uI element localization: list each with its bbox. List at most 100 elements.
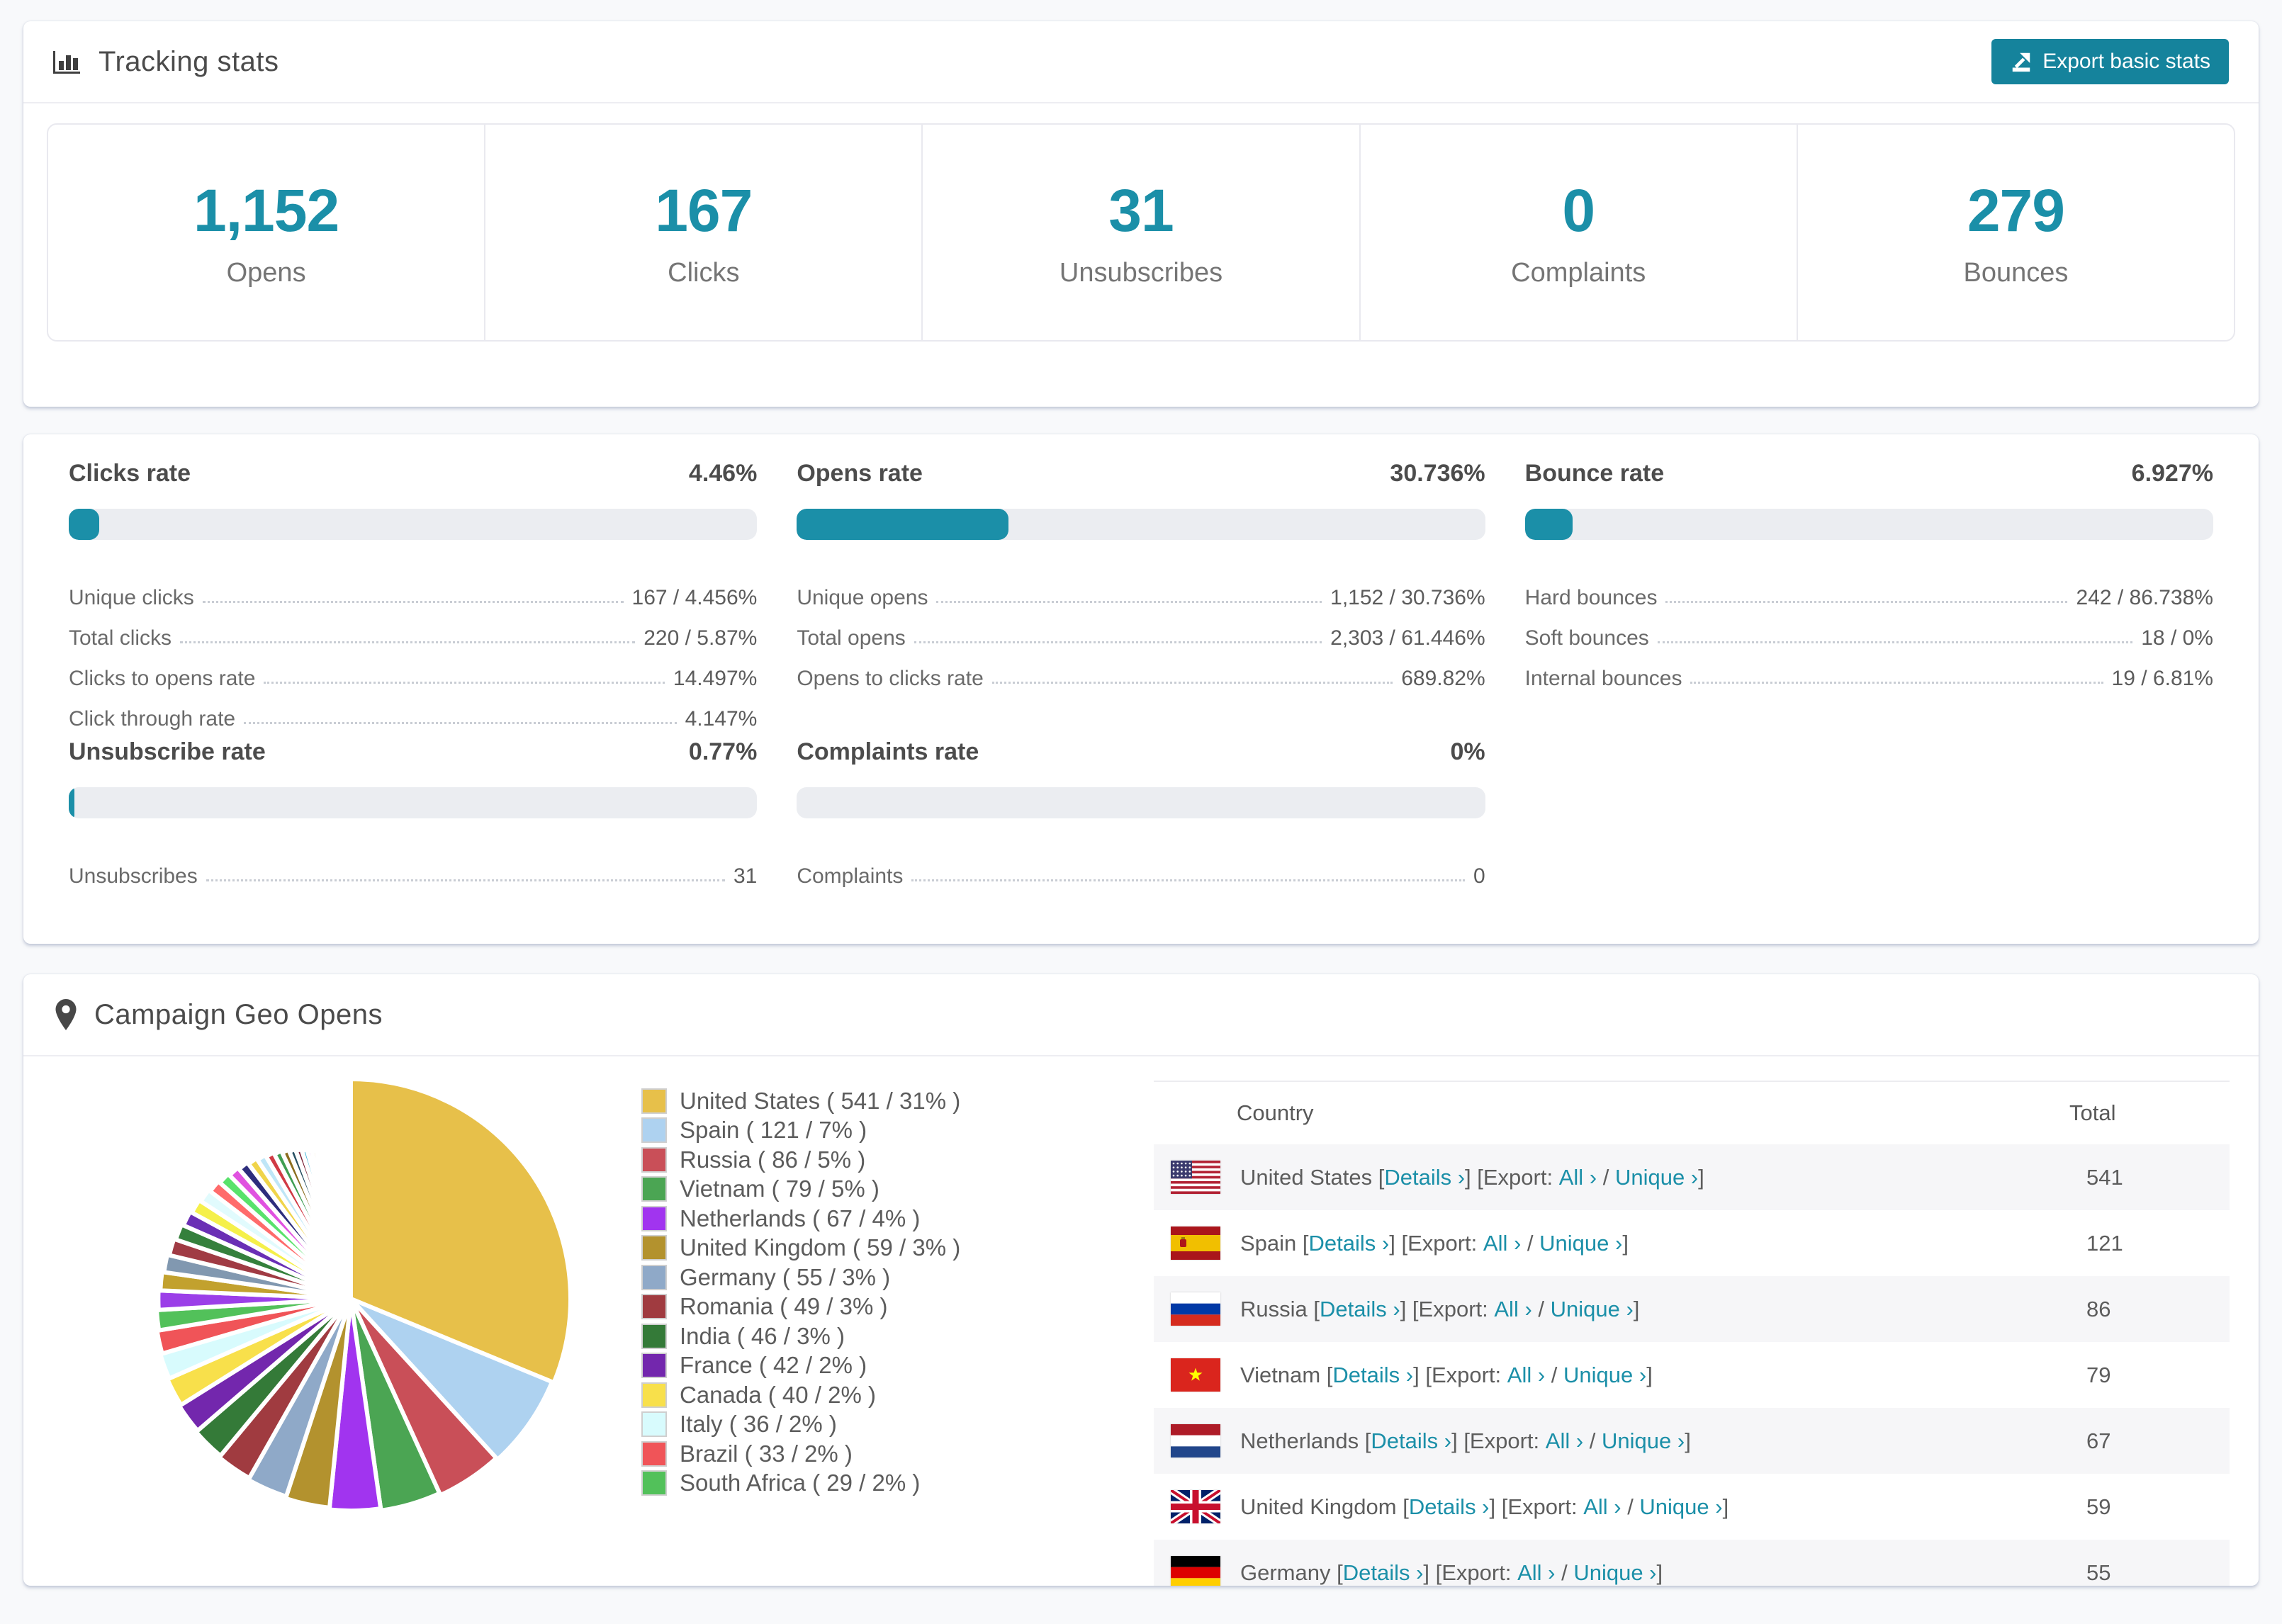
metric-row: Click through rate 4.147% [69,707,758,731]
legend-item: Brazil ( 33 / 2% ) [641,1439,960,1469]
export-button-label: Export basic stats [2042,50,2210,73]
metric-row: Hard bounces 242 / 86.738% [1524,586,2213,609]
metric-row: Total opens 2,303 / 61.446% [797,626,1485,650]
stat-opens-value: 1,152 [193,177,339,244]
legend-item: Spain ( 121 / 7% ) [641,1116,960,1146]
details-link[interactable]: Details › [1384,1164,1466,1190]
legend-label: South Africa ( 29 / 2% ) [680,1470,921,1496]
geo-opens-table: Country Total United States [Details ›] … [1154,1081,2230,1586]
geo-table-row: Netherlands [Details ›] [Export: All › /… [1154,1408,2230,1474]
metric-row: Clicks to opens rate 14.497% [69,667,758,690]
details-link[interactable]: Details › [1332,1362,1414,1387]
bounce-rate-progress [1524,509,2213,540]
stat-clicks-label: Clicks [668,258,740,288]
legend-label: Russia ( 86 / 5% ) [680,1146,866,1173]
legend-item: Germany ( 55 / 3% ) [641,1263,960,1292]
legend-label: United States ( 541 / 31% ) [680,1087,961,1114]
legend-label: Vietnam ( 79 / 5% ) [680,1175,879,1202]
country-name: Spain [1240,1230,1297,1256]
clicks-rate-title: Clicks rate [69,460,191,487]
stat-opens: 1,152 Opens [48,125,486,340]
legend-label: Italy ( 36 / 2% ) [680,1411,837,1438]
dotted-leader [914,641,1322,643]
dotted-leader [1657,641,2133,643]
metric-row: Internal bounces 19 / 6.81% [1524,667,2213,690]
export-unique-link[interactable]: Unique › [1550,1296,1634,1321]
dotted-leader [911,879,1465,881]
complaints-rate-progress [797,787,1485,818]
export-basic-stats-button[interactable]: Export basic stats [1991,39,2229,84]
flag-nl-icon [1171,1424,1220,1457]
legend-item: United States ( 541 / 31% ) [641,1086,960,1116]
geo-opens-title: Campaign Geo Opens [94,998,383,1030]
legend-label: Canada ( 40 / 2% ) [680,1381,876,1408]
export-unique-link[interactable]: Unique › [1563,1362,1647,1387]
stat-complaints: 0 Complaints [1361,125,1798,340]
geo-table-row: United States [Details ›] [Export: All ›… [1154,1144,2230,1210]
country-name: Germany [1240,1560,1331,1585]
stat-bounces-value: 279 [1967,177,2065,244]
details-link[interactable]: Details › [1320,1296,1400,1321]
progress-fill [797,509,1008,540]
legend-label: Netherlands ( 67 / 4% ) [680,1205,921,1231]
opens-rate-value: 30.736% [1390,460,1485,487]
complaints-rate-panel: Complaints rate 0% Complaints 0 [797,738,1485,910]
legend-swatch [641,1146,667,1173]
export-all-link[interactable]: All › [1545,1428,1584,1453]
export-icon [2010,50,2033,73]
bar-chart-icon [50,45,83,78]
legend-swatch [641,1382,667,1408]
export-all-link[interactable]: All › [1507,1362,1546,1387]
export-unique-link[interactable]: Unique › [1639,1494,1723,1519]
page-title: Tracking stats [99,45,279,77]
progress-fill [1524,509,1573,540]
country-name: United States [1240,1164,1373,1190]
metric-row: Unique opens 1,152 / 30.736% [797,586,1485,609]
details-link[interactable]: Details › [1408,1494,1490,1519]
export-unique-link[interactable]: Unique › [1539,1230,1623,1256]
clicks-rate-progress [69,509,758,540]
stat-clicks-value: 167 [655,177,753,244]
flag-vn-icon [1171,1358,1220,1392]
geo-table-row: Spain [Details ›] [Export: All › / Uniqu… [1154,1210,2230,1276]
legend-label: Brazil ( 33 / 2% ) [680,1440,853,1467]
unsubscribe-rate-progress [69,787,758,818]
dotted-leader [206,879,725,881]
export-unique-link[interactable]: Unique › [1614,1164,1699,1190]
pie-slice [347,1175,353,1299]
total-column-header: Total [2069,1100,2116,1125]
opens-rate-panel: Opens rate 30.736% Unique opens 1,152 / 3… [797,460,1485,731]
export-all-link[interactable]: All › [1583,1494,1621,1519]
export-all-link[interactable]: All › [1494,1296,1532,1321]
details-link[interactable]: Details › [1308,1230,1390,1256]
legend-item: Russia ( 86 / 5% ) [641,1145,960,1175]
stat-unsubscribes-label: Unsubscribes [1059,258,1223,288]
rates-card: Clicks rate 4.46% Unique clicks 167 / 4.4… [23,434,2259,944]
dotted-leader [936,601,1322,603]
export-all-link[interactable]: All › [1558,1164,1597,1190]
geo-table-row: United Kingdom [Details ›] [Export: All … [1154,1474,2230,1540]
legend-swatch [641,1264,667,1290]
details-link[interactable]: Details › [1342,1560,1424,1585]
bounce-rate-value: 6.927% [2131,460,2213,487]
export-unique-link[interactable]: Unique › [1573,1560,1657,1585]
export-all-link[interactable]: All › [1517,1560,1556,1585]
stat-unsubscribes: 31 Unsubscribes [923,125,1361,340]
metric-row: Complaints 0 [797,864,1485,888]
flag-es-icon [1171,1227,1220,1260]
progress-fill [69,787,75,818]
export-unique-link[interactable]: Unique › [1602,1428,1685,1453]
legend-swatch [641,1205,667,1231]
legend-swatch [641,1117,667,1144]
stat-bounces-label: Bounces [1963,258,2069,288]
country-total: 67 [2086,1428,2111,1453]
clicks-rate-value: 4.46% [688,460,758,487]
country-name: United Kingdom [1240,1494,1397,1519]
stat-complaints-value: 0 [1562,177,1595,244]
clicks-rate-panel: Clicks rate 4.46% Unique clicks 167 / 4.4… [69,460,758,731]
country-total: 121 [2086,1230,2123,1256]
export-all-link[interactable]: All › [1483,1230,1522,1256]
details-link[interactable]: Details › [1371,1428,1452,1453]
legend-swatch [641,1294,667,1320]
